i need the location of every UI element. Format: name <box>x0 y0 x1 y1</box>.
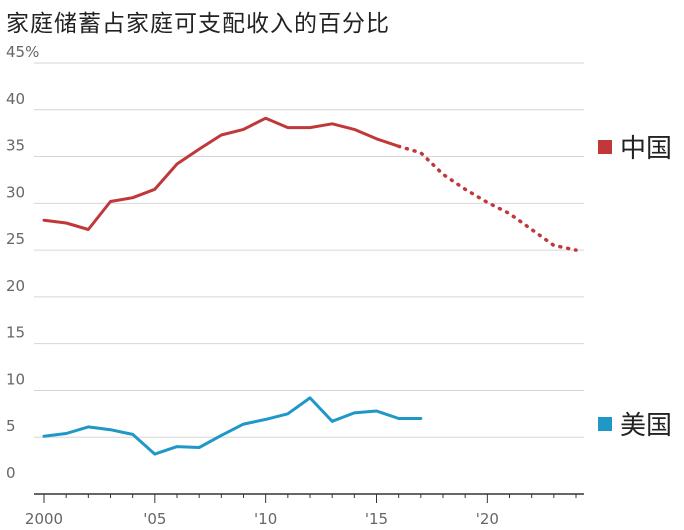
y-tick-label: 25 <box>6 230 25 248</box>
chart-title: 家庭储蓄占家庭可支配收入的百分比 <box>6 11 390 37</box>
x-tick-label: '10 <box>254 510 277 528</box>
y-tick-label: 15 <box>6 324 25 342</box>
y-tick-label: 30 <box>6 183 25 201</box>
y-tick-label: 10 <box>6 370 25 388</box>
x-tick-label: '20 <box>476 510 499 528</box>
y-tick-label: 35 <box>6 137 25 155</box>
series-projection-china <box>396 144 578 252</box>
series-lines <box>42 116 578 456</box>
legend-swatch-us <box>598 416 612 431</box>
y-tick-label: 40 <box>6 90 25 108</box>
legend-label-china: 中国 <box>620 134 673 164</box>
y-tick-label: 20 <box>6 277 25 295</box>
legend-label-us: 美国 <box>620 411 673 441</box>
series-line-china <box>42 116 401 231</box>
y-tick-label: 0 <box>6 464 16 482</box>
legend-item-us: 美国 <box>598 405 672 442</box>
x-tick-label: '05 <box>143 510 166 528</box>
series-line-us <box>42 396 423 456</box>
legend-item-china: 中国 <box>598 128 672 165</box>
grid-lines <box>34 62 584 438</box>
legend-swatch-china <box>598 139 612 154</box>
y-axis-ticks: 45% 40 35 30 25 20 15 10 5 0 <box>6 43 39 482</box>
x-tick-label: 2000 <box>25 510 63 528</box>
x-axis: 2000 '05 '10 '15 '20 <box>25 493 584 528</box>
x-tick-label: '15 <box>365 510 388 528</box>
y-tick-label: 5 <box>6 417 16 435</box>
y-tick-label: 45% <box>6 43 39 61</box>
